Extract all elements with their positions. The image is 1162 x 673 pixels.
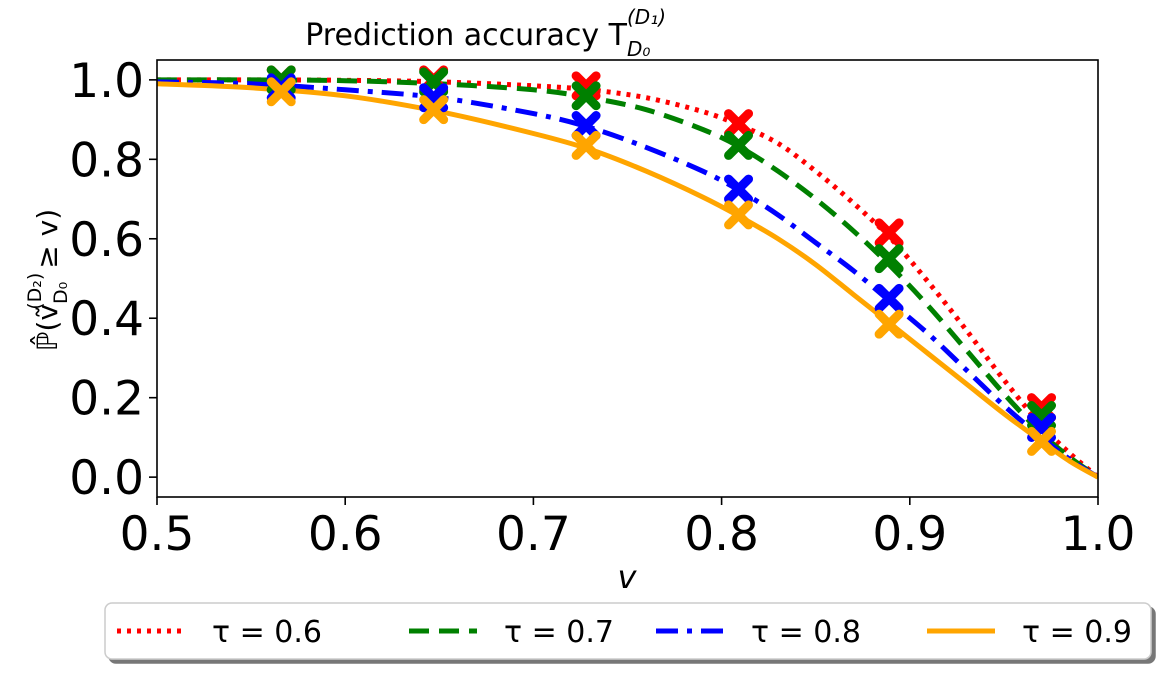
legend-label-4: τ = 0.9 — [1022, 615, 1132, 650]
chart-title-sub: D₀ — [627, 37, 650, 61]
legend-box — [104, 602, 1152, 660]
marker-layer — [266, 65, 1057, 456]
legend-label-3: τ = 0.8 — [751, 615, 861, 650]
series-4-marker — [571, 130, 601, 160]
plot-area — [157, 77, 1098, 480]
x-tick-label: 1.0 — [1061, 507, 1136, 562]
series-3-marker — [724, 174, 754, 204]
series-line-4 — [157, 81, 1098, 480]
y-tick-label: 0.6 — [69, 213, 144, 268]
x-tick-label: 0.8 — [684, 507, 759, 562]
y-axis-label-sup: (D₂) — [24, 273, 46, 310]
series-2-marker — [724, 130, 754, 160]
series-1-marker — [724, 109, 754, 139]
series-line-3 — [157, 79, 1098, 480]
x-tick-label: 0.6 — [308, 507, 383, 562]
x-tick-label: 0.9 — [872, 507, 947, 562]
series-4-marker — [874, 309, 904, 339]
plot-frame — [156, 59, 1099, 498]
series-3-marker — [874, 283, 904, 313]
chart-title: Prediction accuracy T — [305, 18, 627, 53]
series-line-2 — [157, 77, 1098, 480]
series-4-marker — [266, 77, 296, 107]
y-tick-label: 1.0 — [69, 54, 144, 109]
y-axis-label-sub: D₀ — [50, 282, 72, 304]
series-3-marker — [571, 111, 601, 141]
axes: 0.5 0.6 0.7 0.8 0.9 1.0 0.0 0.2 0.4 0.6 0.8 1.0 — [69, 54, 1135, 562]
y-axis-label-tail: ≥ v) — [31, 209, 64, 269]
series-line-1 — [157, 77, 1098, 480]
chart-title-sup: (D₁) — [627, 5, 666, 29]
series-4-marker — [1027, 426, 1057, 456]
y-axis-label-main: ℙ̂(ṽ — [28, 304, 64, 351]
series-1-marker — [874, 218, 904, 248]
x-axis-label: v — [618, 558, 638, 596]
y-tick-label: 0.8 — [69, 133, 144, 188]
y-axis-label: ℙ̂(ṽD₀(D₂) ≥ v) — [24, 209, 72, 351]
legend: τ = 0.6 τ = 0.7 τ = 0.8 τ = 0.9 — [104, 602, 1152, 660]
y-tick-label: 0.0 — [69, 451, 144, 506]
series-2-marker — [571, 81, 601, 111]
legend-label-2: τ = 0.7 — [504, 615, 614, 650]
series-4-marker — [419, 95, 449, 125]
legend-label-1: τ = 0.6 — [212, 615, 322, 650]
chart-title-main: Prediction accuracy T — [305, 18, 627, 53]
x-tick-label: 0.7 — [496, 507, 571, 562]
series-2-marker — [874, 244, 904, 274]
svg-text:ℙ̂(ṽD₀(D₂)≥ v): ℙ̂(ṽD₀(D₂) ≥ v) — [24, 209, 72, 351]
series-4-marker — [724, 200, 754, 230]
x-tick-label: 0.5 — [120, 507, 195, 562]
y-tick-label: 0.4 — [69, 292, 144, 347]
y-tick-label: 0.2 — [69, 372, 144, 427]
